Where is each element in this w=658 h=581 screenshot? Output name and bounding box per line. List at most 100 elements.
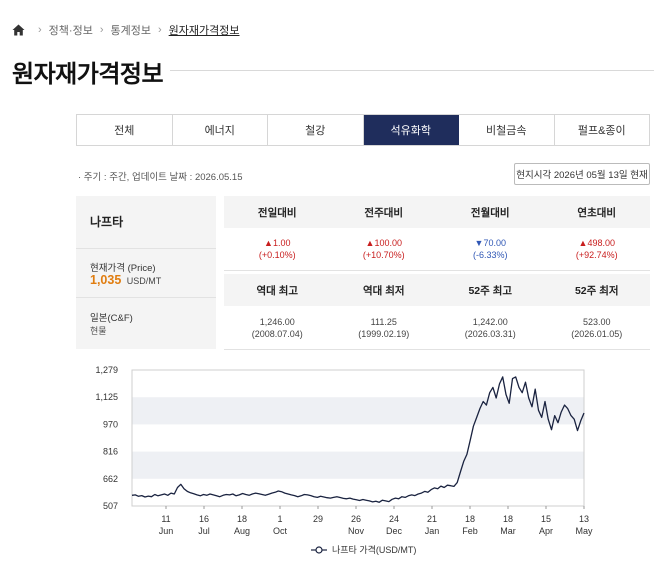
header-52w-low: 52주 최저	[574, 284, 619, 297]
header-prev-day: 전일대비	[257, 206, 297, 219]
x-tick-month: Feb	[462, 526, 478, 536]
y-tick-label: 1,125	[95, 392, 118, 402]
tab-pulp-paper[interactable]: 펄프&종이	[554, 115, 649, 145]
week52-high: 1,242.00 (2026.03.31)	[437, 306, 544, 349]
record-value: 1,246.00	[259, 316, 295, 327]
category-tabs: 전체 에너지 철강 석유화학 비철금속 펄프&종이	[76, 114, 650, 146]
x-tick-month: Oct	[273, 526, 288, 536]
change-prev-week: ▲100.00 (+10.70%)	[331, 228, 438, 270]
header-ytd: 연초대비	[577, 206, 617, 219]
divider	[224, 349, 650, 350]
record-date: (2026.03.31)	[464, 328, 516, 339]
price-unit: USD/MT	[126, 276, 162, 286]
update-info: · 주기 : 주간, 업데이트 날짜 : 2026.05.15	[78, 172, 243, 183]
x-tick-day: 18	[465, 514, 475, 524]
chevron-right-icon: ›	[38, 24, 42, 36]
x-tick-day: 11	[161, 514, 170, 524]
x-tick-month: Aug	[234, 526, 250, 536]
record-date: (2008.07.04)	[251, 328, 303, 339]
delivery-type: 현물	[90, 326, 107, 336]
change-amount: ▲100.00	[365, 238, 402, 248]
change-amount: ▲1.00	[264, 238, 291, 248]
price-stats-grid: 전일대비 전주대비 전월대비 연초대비 ▲1.00 (+0.10%) ▲100.…	[224, 196, 651, 350]
record-value-row: 1,246.00 (2008.07.04) 111.25 (1999.02.19…	[224, 306, 650, 349]
change-amount: ▲498.00	[578, 238, 615, 248]
chart-band	[132, 451, 584, 479]
chevron-right-icon: ›	[99, 24, 104, 36]
all-time-low: 111.25 (1999.02.19)	[331, 306, 438, 349]
plot-frame	[131, 369, 585, 507]
x-tick-day: 13	[579, 514, 589, 524]
chart-band	[132, 397, 584, 425]
change-header-row: 전일대비 전주대비 전월대비 연초대비	[224, 196, 650, 228]
price-row: 1,035 USD/MT	[90, 273, 161, 287]
x-tick-day: 21	[427, 514, 437, 524]
page-title: 원자재가격정보	[12, 61, 164, 88]
price-chart: 1,279 1,125 970 816 662 507 11 Jun 16 Jul 18 Aug 1 Oc…	[86, 358, 606, 578]
legend-marker	[315, 546, 323, 554]
naphtha-price-line	[131, 376, 585, 503]
record-date: (2026.01.05)	[571, 328, 623, 339]
x-tick-day: 18	[237, 514, 247, 524]
all-time-high: 1,246.00 (2008.07.04)	[224, 306, 331, 349]
x-tick-month: Jul	[198, 526, 210, 536]
y-tick-label: 816	[103, 447, 118, 457]
change-ytd: ▲498.00 (+92.74%)	[544, 228, 651, 270]
change-percent: (+92.74%)	[575, 250, 618, 260]
header-prev-month: 전월대비	[470, 206, 510, 219]
tab-nonferrous[interactable]: 비철금속	[459, 115, 555, 145]
header-52w-high: 52주 최고	[468, 284, 513, 297]
y-tick-label: 507	[103, 501, 118, 511]
divider	[76, 248, 216, 249]
product-name: 나프타	[90, 215, 124, 229]
current-price: 1,035	[90, 273, 122, 287]
x-tick-day: 29	[313, 514, 323, 524]
change-prev-day: ▲1.00 (+0.10%)	[224, 228, 331, 270]
record-value: 111.25	[370, 316, 397, 327]
y-tick-label: 662	[103, 474, 118, 484]
x-tick-day: 26	[351, 514, 361, 524]
breadcrumb: › 정책·정보 › 통계정보 › 원자재가격정보	[12, 22, 240, 38]
header-all-time-high: 역대 최고	[256, 284, 299, 297]
tab-all[interactable]: 전체	[77, 115, 173, 145]
header-prev-week: 전주대비	[364, 206, 404, 219]
change-amount: ▼70.00	[474, 238, 506, 248]
record-date: (1999.02.19)	[358, 328, 410, 339]
x-tick-day: 1	[277, 514, 282, 524]
price-line-chart: 1,279 1,125 970 816 662 507 11 Jun 16 Jul 18 Aug 1 Oc…	[95, 365, 593, 555]
x-tick-month: Mar	[500, 526, 516, 536]
x-tick-month: Jun	[159, 526, 174, 536]
change-prev-month: ▼70.00 (-6.33%)	[437, 228, 544, 270]
change-percent: (+0.10%)	[258, 250, 296, 260]
y-tick-label: 970	[103, 419, 118, 429]
tab-steel[interactable]: 철강	[268, 115, 364, 145]
record-header-row: 역대 최고 역대 최저 52주 최고 52주 최저	[224, 274, 650, 306]
tab-petrochemical[interactable]: 석유화학	[363, 115, 459, 145]
x-tick-day: 15	[541, 514, 551, 524]
breadcrumb-item-stats[interactable]: 통계정보	[110, 25, 151, 37]
x-tick-day: 16	[199, 514, 209, 524]
breadcrumb-item-current[interactable]: 원자재가격정보	[168, 25, 240, 37]
record-value: 523.00	[582, 316, 611, 327]
change-percent: (+10.70%)	[362, 250, 405, 260]
x-tick-month: Jan	[425, 526, 440, 536]
header-all-time-low: 역대 최저	[362, 284, 405, 297]
divider	[224, 270, 650, 271]
tab-energy[interactable]: 에너지	[172, 115, 268, 145]
home-icon[interactable]	[12, 24, 25, 36]
local-time-badge: 현지시각 2026년 05월 13일 현재	[514, 163, 650, 185]
x-tick-month: Dec	[386, 526, 403, 536]
x-tick-month: Apr	[539, 526, 553, 536]
region-label: 일본(C&F)	[90, 313, 133, 324]
x-tick-day: 18	[503, 514, 513, 524]
y-tick-label: 1,279	[95, 365, 118, 375]
week52-low: 523.00 (2026.01.05)	[544, 306, 651, 349]
change-percent: (-6.33%)	[472, 250, 508, 260]
x-tick-day: 24	[389, 514, 399, 524]
record-value: 1,242.00	[472, 316, 508, 327]
breadcrumb-item-policy[interactable]: 정책·정보	[48, 25, 93, 37]
chevron-right-icon: ›	[157, 24, 162, 36]
product-summary: 나프타 현재가격 (Price) 1,035 USD/MT 일본(C&F) 현물	[76, 196, 216, 349]
price-label: 현재가격 (Price)	[90, 263, 156, 274]
x-tick-month: Nov	[348, 526, 365, 536]
